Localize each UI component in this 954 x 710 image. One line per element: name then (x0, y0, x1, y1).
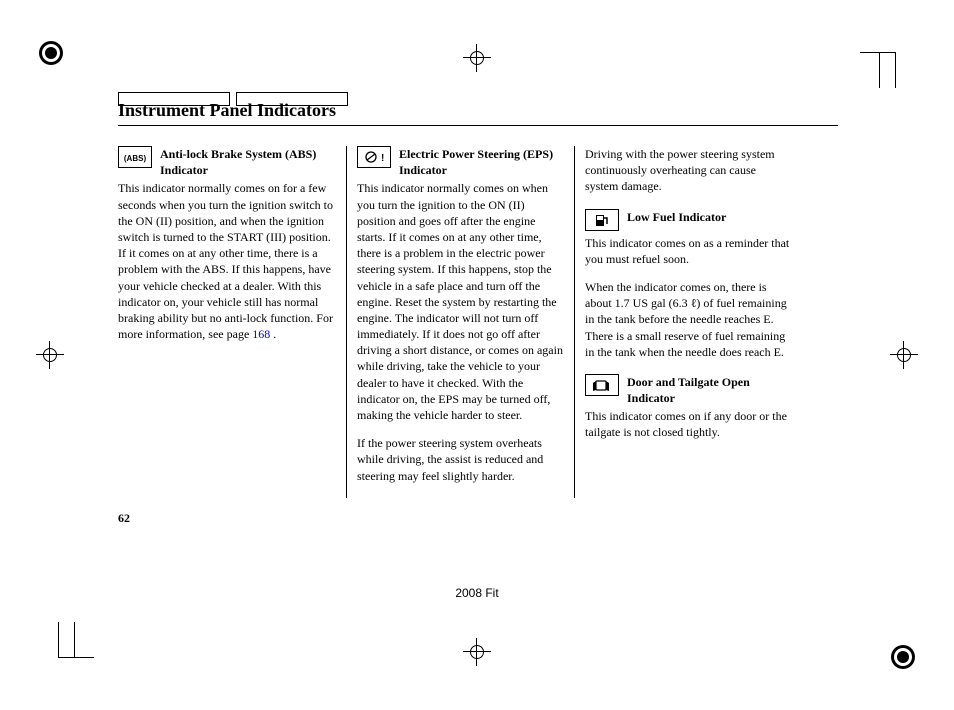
page-number: 62 (118, 511, 130, 526)
title-tab-boxes (118, 92, 348, 106)
crosshair-right (890, 341, 918, 369)
registration-mark-bottom-right (888, 642, 918, 672)
registration-mark-top-left (36, 38, 66, 68)
crosshair-bottom (463, 638, 491, 666)
column-3: Driving with the power steering system c… (574, 146, 802, 498)
content-columns: (ABS) Anti-lock Brake System (ABS) Indic… (118, 146, 838, 498)
low-fuel-body-1: This indicator comes on as a reminder th… (585, 235, 792, 267)
crop-mark-top-right (860, 52, 896, 88)
abs-body-b: . (270, 327, 276, 341)
eps-body-2: If the power steering system overheats w… (357, 435, 564, 484)
abs-title: Anti-lock Brake System (ABS) Indicator (160, 146, 336, 178)
abs-body-a: This indicator normally comes on for a f… (118, 181, 333, 341)
eps-icon: ! (357, 146, 391, 168)
eps-body-1: This indicator normally comes on when yo… (357, 180, 564, 423)
low-fuel-icon (585, 209, 619, 231)
crop-mark-top-right-inner (879, 52, 880, 88)
svg-text:!: ! (381, 153, 384, 164)
abs-indicator-section: (ABS) Anti-lock Brake System (ABS) Indic… (118, 146, 336, 342)
low-fuel-title: Low Fuel Indicator (627, 209, 726, 225)
low-fuel-body-2: When the indicator comes on, there is ab… (585, 279, 792, 360)
low-fuel-section: Low Fuel Indicator This indicator comes … (585, 209, 792, 360)
crop-mark-bottom-left (58, 622, 94, 658)
eps-indicator-section: ! Electric Power Steering (EPS) Indicato… (357, 146, 564, 484)
door-open-title: Door and Tailgate Open Indicator (627, 374, 792, 406)
eps-title: Electric Power Steering (EPS) Indicator (399, 146, 564, 178)
abs-icon: (ABS) (118, 146, 152, 168)
eps-continuation: Driving with the power steering system c… (585, 146, 792, 195)
door-open-icon (585, 374, 619, 396)
abs-page-link[interactable]: 168 (252, 327, 270, 341)
svg-text:(ABS): (ABS) (124, 154, 147, 163)
column-2: ! Electric Power Steering (EPS) Indicato… (346, 146, 574, 498)
column-1: (ABS) Anti-lock Brake System (ABS) Indic… (118, 146, 346, 498)
crosshair-top (463, 44, 491, 72)
crop-mark-bottom-left-inner (74, 622, 75, 658)
door-open-body: This indicator comes on if any door or t… (585, 408, 792, 440)
door-open-section: Door and Tailgate Open Indicator This in… (585, 374, 792, 441)
crosshair-left (36, 341, 64, 369)
page-content: Instrument Panel Indicators (ABS) Anti-l… (118, 100, 838, 498)
footer-model-year: 2008 Fit (0, 586, 954, 600)
